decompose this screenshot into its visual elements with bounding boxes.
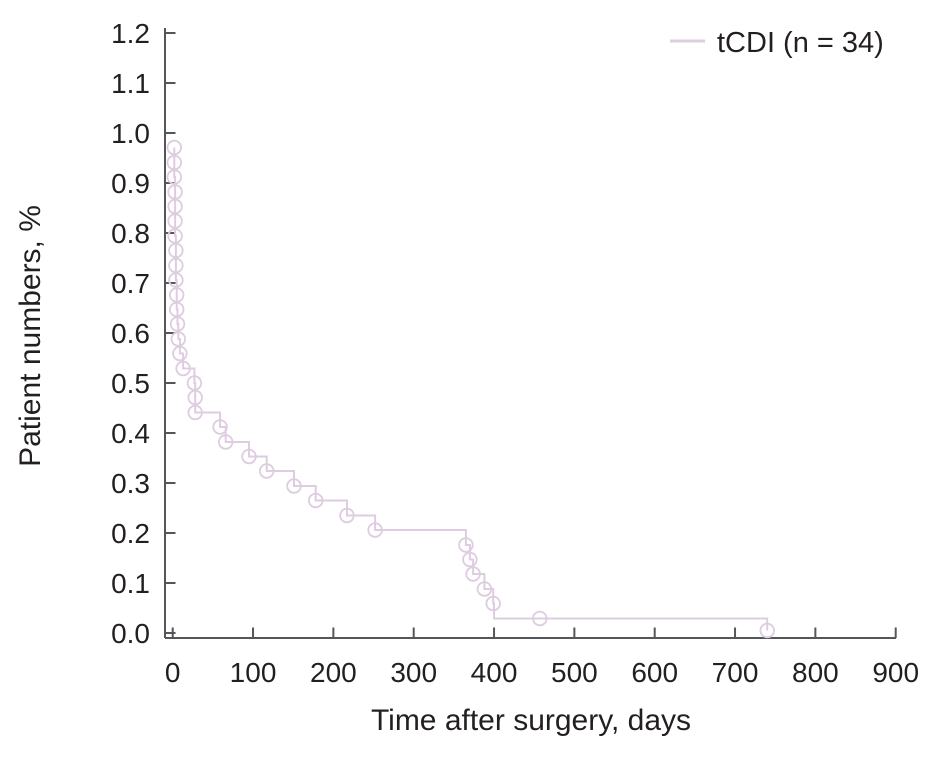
event-marker <box>167 228 183 244</box>
y-tick-label: 0.4 <box>111 418 150 449</box>
y-tick-label: 0.1 <box>111 568 150 599</box>
event-marker <box>217 434 234 450</box>
survival-curve-series <box>166 139 775 639</box>
event-marker <box>167 213 183 229</box>
event-marker <box>485 595 501 612</box>
y-tick-label: 1.2 <box>111 18 150 49</box>
x-tick-label: 600 <box>631 657 678 688</box>
y-tick-label: 0.6 <box>111 318 150 349</box>
legend-label: tCDI (n = 34) <box>717 27 884 59</box>
y-tick-label: 0.3 <box>111 468 150 499</box>
event-marker <box>465 566 481 582</box>
censor-marker <box>532 610 548 627</box>
y-tick-label: 0.5 <box>111 368 150 399</box>
event-marker <box>168 272 184 288</box>
event-marker <box>172 345 188 362</box>
event-marker <box>186 375 203 391</box>
y-tick-label: 1.0 <box>111 118 150 149</box>
x-tick-label: 200 <box>310 657 357 688</box>
event-marker <box>212 419 228 435</box>
x-axis-title: Time after surgery, days <box>371 704 691 737</box>
event-marker <box>187 389 203 406</box>
event-marker <box>339 507 355 524</box>
y-tick-label: 0.2 <box>111 518 150 549</box>
x-tick-label: 100 <box>230 657 277 688</box>
x-tick-label: 400 <box>471 657 518 688</box>
survival-step-line <box>173 147 769 631</box>
event-marker <box>259 463 275 479</box>
y-tick-label: 0.8 <box>111 218 150 249</box>
event-marker <box>476 581 493 597</box>
event-marker <box>168 301 185 318</box>
y-tick-label: 0.0 <box>111 618 150 649</box>
event-marker <box>166 139 183 156</box>
y-axis-title: Patient numbers, % <box>14 205 47 467</box>
event-marker <box>187 404 203 421</box>
event-marker <box>308 492 324 509</box>
y-tick-label: 1.1 <box>111 68 150 99</box>
event-marker <box>286 478 302 494</box>
event-marker <box>168 242 184 259</box>
event-marker <box>169 316 186 332</box>
x-tick-label: 500 <box>551 657 598 688</box>
x-tick-label: 900 <box>872 657 919 688</box>
y-tick-label: 0.7 <box>111 268 150 299</box>
y-tick-label: 0.9 <box>111 168 150 199</box>
event-marker <box>241 448 257 465</box>
x-tick-label: 0 <box>165 657 181 688</box>
event-marker <box>166 169 183 185</box>
event-marker <box>367 522 383 538</box>
x-tick-label: 800 <box>792 657 839 688</box>
event-marker <box>458 537 474 553</box>
axes: 0.0 0.1 0.2 0.3 0.4 0.5 0.6 0.7 0.8 0.9 1.0 1.1 1.2 0… <box>111 18 919 688</box>
event-marker <box>175 360 191 377</box>
event-marker <box>170 331 187 347</box>
legend: tCDI (n = 34) <box>670 27 884 59</box>
event-marker <box>462 551 478 568</box>
x-tick-label: 700 <box>712 657 759 688</box>
event-marker <box>759 622 775 639</box>
x-tick-label: 300 <box>390 657 437 688</box>
